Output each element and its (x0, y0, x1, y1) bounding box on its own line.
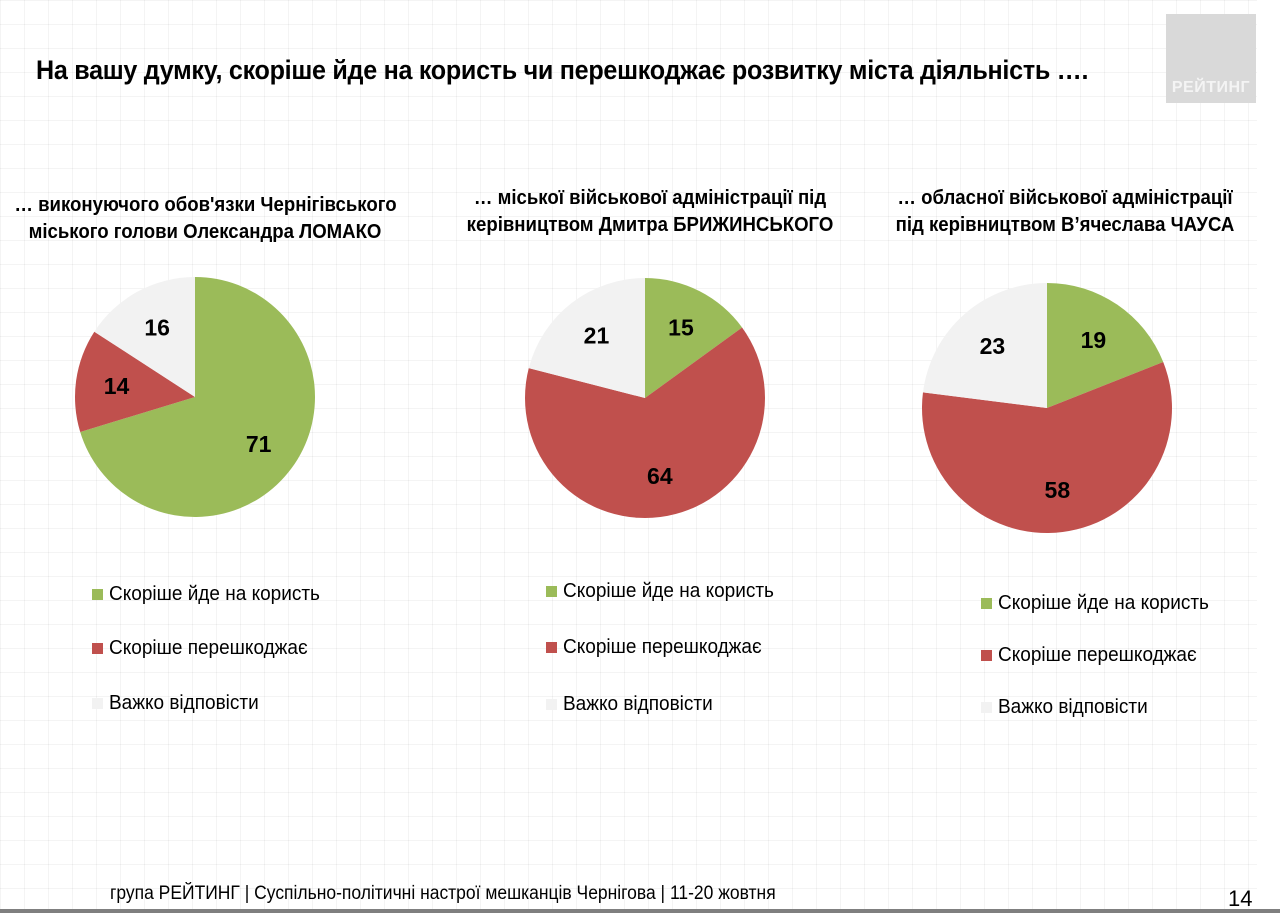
chart-3-title-line-1: … обласної військової адміністрації (897, 187, 1233, 209)
legend-label: Скоріше перешкоджає (563, 636, 762, 658)
data-label-benefit: 71 (246, 431, 272, 457)
data-label-hard-to-say: 23 (980, 333, 1006, 359)
slide-title: На вашу думку, скоріше йде на користь чи… (36, 55, 1089, 85)
legend-swatch-hinder (981, 650, 992, 661)
legend-swatch-benefit (981, 598, 992, 609)
data-label-hard-to-say: 16 (144, 314, 170, 340)
logo-text: РЕЙТИНГ (1171, 79, 1251, 96)
legend-label: Скоріше йде на користь (998, 592, 1209, 614)
legend-item-benefit: Скоріше йде на користь (92, 583, 331, 606)
legend-label: Скоріше йде на користь (109, 583, 320, 605)
rating-logo: РЕЙТИНГ (1166, 14, 1256, 103)
data-label-benefit: 15 (668, 314, 694, 340)
pie-slice-hinder (75, 331, 195, 432)
pie-slice-benefit (1047, 283, 1164, 408)
pie-slice-hinder (525, 327, 765, 518)
legend-label: Скоріше перешкоджає (998, 644, 1197, 666)
legend-item-hard-to-say: Важко відповісти (546, 693, 721, 716)
data-label-benefit: 19 (1081, 327, 1107, 353)
pie-slice-hard-to-say (528, 278, 645, 398)
pie-chart-2: 15 64 21 (525, 278, 765, 518)
legend-item-hinder: Скоріше перешкоджає (981, 644, 1207, 667)
data-label-hinder: 64 (647, 463, 673, 489)
legend-label: Важко відповісти (109, 692, 259, 714)
legend-swatch-hard-to-say (981, 702, 992, 713)
pie-slice-benefit (645, 278, 743, 398)
chart-2-title-line-2: керівництвом Дмитра БРИЖИНСЬКОГО (466, 214, 834, 236)
legend-label: Скоріше йде на користь (563, 580, 774, 602)
pie-slice-hard-to-say (94, 277, 195, 397)
legend-item-benefit: Скоріше йде на користь (981, 592, 1220, 615)
chart-3-title-line-2: під керівництвом В’ячеслава ЧАУСА (895, 214, 1235, 236)
pie-chart-3: 19 58 23 (922, 283, 1172, 533)
data-label-hinder: 14 (104, 373, 130, 399)
chart-2-title: … міської військової адміністрації під к… (455, 185, 846, 239)
pie-chart-1: 71 14 16 (75, 277, 315, 517)
chart-1-title: … виконуючого обов'язки Чернігівського м… (14, 192, 397, 246)
legend-swatch-hard-to-say (546, 699, 557, 710)
legend-swatch-hard-to-say (92, 698, 103, 709)
footer-divider (0, 909, 1280, 913)
legend-label: Скоріше перешкоджає (109, 637, 308, 659)
chart-3-title: … обласної військової адміністрації під … (874, 185, 1255, 239)
legend-item-benefit: Скоріше йде на користь (546, 580, 785, 603)
legend-label: Важко відповісти (563, 693, 713, 715)
footer-text: група РЕЙТИНГ | Суспільно-політичні наст… (110, 883, 776, 904)
data-label-hinder: 58 (1045, 477, 1071, 503)
chart-1-title-line-1: … виконуючого обов'язки Чернігівського (14, 194, 397, 216)
chart-1-title-line-2: міського голови Олександра ЛОМАКО (28, 221, 382, 243)
legend-item-hinder: Скоріше перешкоджає (92, 637, 318, 660)
legend-item-hard-to-say: Важко відповісти (92, 692, 267, 715)
legend-item-hinder: Скоріше перешкоджає (546, 636, 772, 659)
legend-swatch-benefit (92, 589, 103, 600)
legend-item-hard-to-say: Важко відповісти (981, 696, 1156, 719)
pie-slice-hard-to-say (922, 283, 1047, 408)
pie-slice-hinder (922, 361, 1172, 533)
legend-swatch-hinder (546, 642, 557, 653)
page-number: 14 (1228, 886, 1253, 911)
right-margin (1257, 0, 1280, 913)
chart-2-title-line-1: … міської військової адміністрації під (473, 187, 827, 209)
legend-swatch-hinder (92, 643, 103, 654)
legend-swatch-benefit (546, 586, 557, 597)
data-label-hard-to-say: 21 (584, 322, 610, 348)
pie-slice-benefit (80, 277, 315, 517)
legend-label: Важко відповісти (998, 696, 1148, 718)
